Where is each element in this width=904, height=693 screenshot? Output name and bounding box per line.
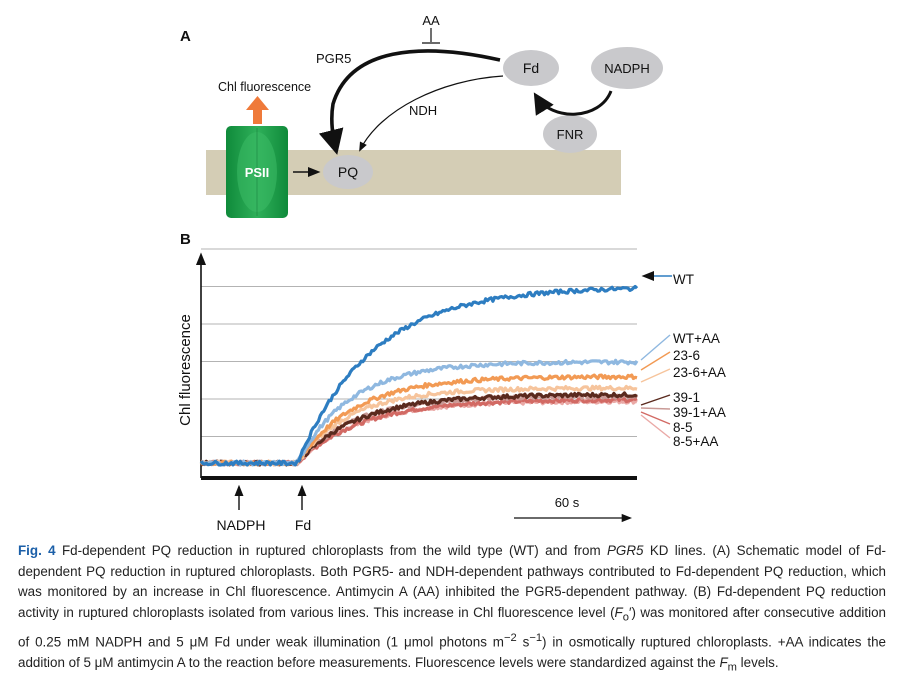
psii-label: PSII: [245, 165, 270, 180]
nadph-addition-label: NADPH: [216, 517, 265, 533]
fnr-node: [543, 115, 597, 153]
caption-fo-sub: o: [622, 611, 629, 624]
ndh-pathway-arrow: [359, 75, 504, 152]
series-pointer: [640, 414, 671, 439]
fnr-label: FNR: [557, 127, 584, 142]
nadph-fnr-fd-arrow: [533, 90, 613, 116]
panel-b-letter: B: [180, 231, 191, 248]
pq-node: [323, 155, 373, 189]
figure-caption: Fig. 4 Fd-dependent PQ reduction in rupt…: [18, 541, 886, 678]
fluorescence-arrow-icon: [246, 96, 269, 124]
caption-pgr5-italic: PGR5: [607, 543, 644, 558]
chart-traces: [199, 284, 639, 467]
trace-wt-plus-aa: [200, 358, 639, 467]
nadph-label: NADPH: [604, 61, 650, 76]
nadph-addition-marker: NADPH: [216, 484, 266, 533]
series-label: 8-5: [673, 420, 693, 435]
fd-label: Fd: [523, 60, 539, 76]
y-axis-label: Chl fluorescence: [177, 314, 194, 426]
figure-4: A PSII Chl fluorescence PQ Fd NADPH FNR: [177, 13, 726, 533]
caption-fm-sub: m: [727, 661, 737, 674]
series-label: 23-6+AA: [673, 365, 726, 380]
trace-wt: [199, 284, 639, 467]
caption-sup-2: −1: [529, 632, 543, 645]
series-pointer: [640, 334, 671, 361]
caption-fm-symbol: F: [719, 655, 728, 671]
series-label: 39-1+AA: [673, 405, 726, 420]
pgr5-pathway-arrow: [318, 49, 501, 155]
fd-addition-marker: Fd: [295, 484, 311, 533]
series-pointer: [640, 394, 671, 406]
caption-fig-label: Fig. 4: [18, 543, 56, 558]
series-label: 8-5+AA: [673, 434, 718, 449]
time-scale-bar: 60 s: [514, 495, 633, 523]
fd-addition-label: Fd: [295, 517, 311, 533]
caption-fo-symbol: F: [614, 604, 623, 620]
nadph-node: [591, 47, 663, 89]
chart-gridlines: [201, 248, 637, 437]
series-label: WT: [673, 272, 694, 287]
psii-complex: PSII: [226, 126, 288, 218]
series-label: WT+AA: [673, 331, 720, 346]
aa-inhibition-icon: [422, 28, 440, 44]
aa-label: AA: [422, 13, 440, 28]
series-pointer: [640, 368, 671, 383]
series-label: 23-6: [673, 348, 700, 363]
caption-fo-prime: ′: [628, 604, 632, 620]
series-pointer: [640, 407, 671, 410]
series-labels: WT WT+AA 23-6 23-6+AA 39-139-1+AA8-58-5+AA: [640, 270, 726, 449]
ndh-label: NDH: [409, 103, 437, 118]
trace-39-1-plus-aa: [200, 393, 639, 467]
pgr5-label: PGR5: [316, 51, 351, 66]
caption-sup-1: −2: [503, 632, 517, 645]
series-pointer: [640, 411, 671, 425]
caption-text-6: levels.: [736, 655, 779, 671]
caption-text-5: ) in osmotically ruptured chloroplasts. …: [18, 634, 886, 671]
series-pointer: [640, 351, 671, 371]
panel-b: B Chl fluorescence WT WT+AA 23-6 23-6+AA 39-…: [177, 231, 726, 533]
pq-label: PQ: [338, 164, 358, 180]
series-label: 39-1: [673, 390, 700, 405]
caption-text-1: Fd-dependent PQ reduction in ruptured ch…: [55, 543, 607, 558]
caption-text-3: ) was monitored after consecutive additi…: [18, 604, 886, 650]
panel-a-letter: A: [180, 28, 191, 45]
fd-node: [503, 50, 559, 86]
chl-fluorescence-label: Chl fluorescence: [218, 80, 311, 94]
panel-a: A PSII Chl fluorescence PQ Fd NADPH FNR: [180, 13, 663, 218]
caption-text-2: KD lines. (A) Schematic model of Fd-depe…: [18, 543, 887, 620]
caption-text-4: s: [516, 634, 530, 650]
time-scale-label: 60 s: [555, 495, 580, 510]
